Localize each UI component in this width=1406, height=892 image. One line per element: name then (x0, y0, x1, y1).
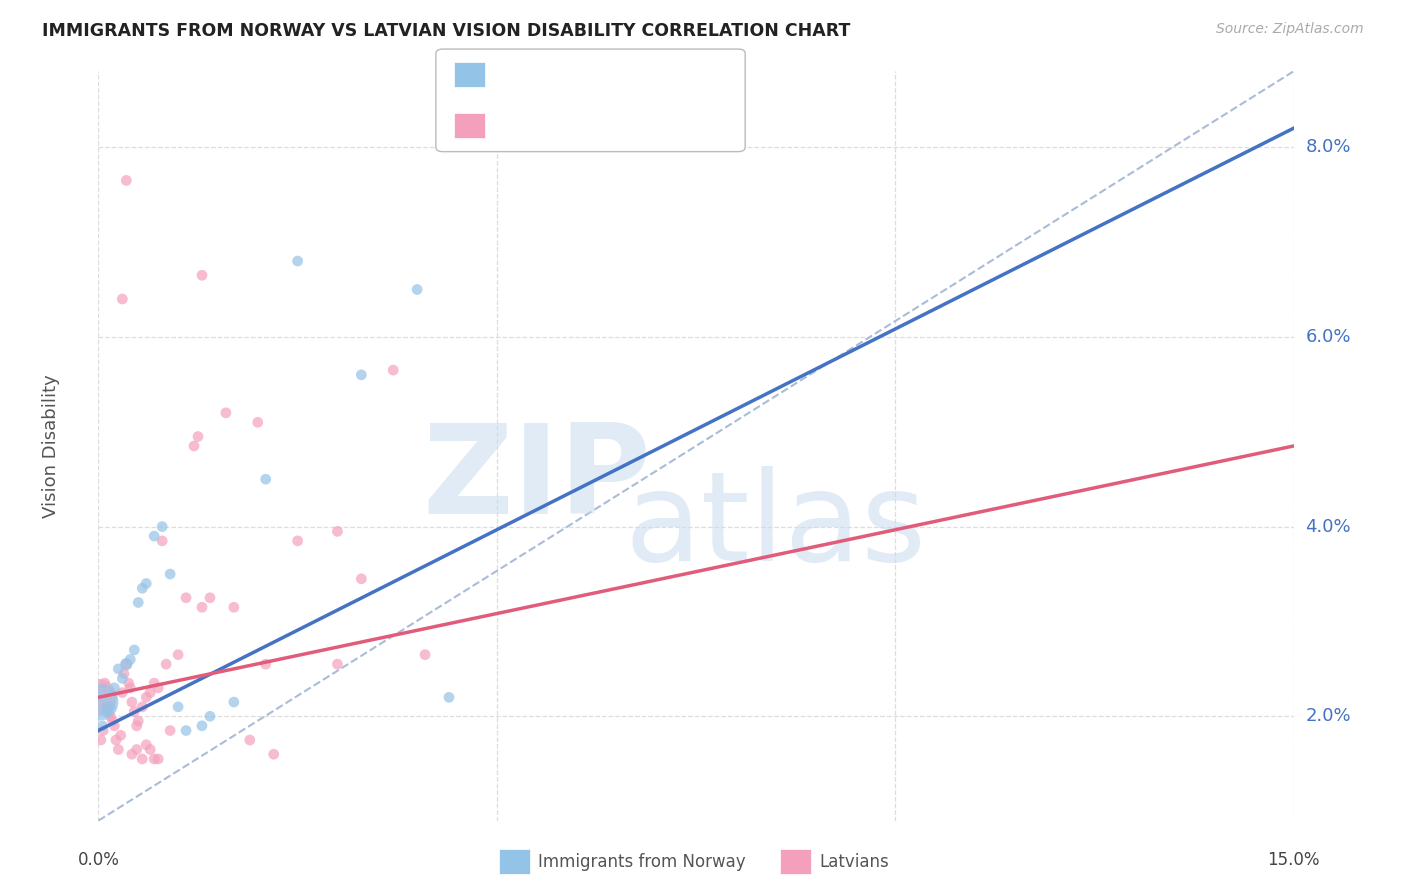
Point (96, 705, 118, 719)
Point (131, 752, 153, 766)
Point (198, 709, 221, 723)
Point (94, 676, 117, 690)
Point (91, 719, 114, 733)
Point (125, 742, 148, 756)
Point (121, 695, 143, 709)
Point (191, 268, 214, 283)
Point (382, 363, 405, 377)
Point (139, 685, 162, 699)
Text: 2.0%: 2.0% (1306, 707, 1351, 725)
Point (124, 643, 146, 657)
Point (89, 695, 111, 709)
Point (413, 648, 436, 662)
Point (254, 472, 277, 486)
Point (87, 690, 110, 705)
Point (167, 699, 190, 714)
Point (222, 600, 245, 615)
Point (437, 690, 460, 705)
Text: 0.0%: 0.0% (77, 851, 120, 869)
Point (254, 657, 277, 672)
Point (263, 747, 285, 762)
Text: Immigrants from Norway: Immigrants from Norway (538, 853, 747, 871)
Point (326, 657, 349, 672)
Point (287, 254, 309, 268)
Point (222, 695, 245, 709)
Point (111, 672, 134, 686)
Point (167, 648, 190, 662)
Point (91, 723, 114, 738)
Point (215, 406, 238, 420)
Point (115, 657, 138, 672)
Point (148, 681, 170, 695)
Point (131, 581, 153, 595)
Point (98, 699, 122, 714)
Point (120, 652, 142, 666)
Point (101, 714, 124, 728)
Point (143, 752, 166, 766)
Point (127, 595, 149, 609)
Point (111, 685, 134, 699)
Point (125, 719, 148, 733)
Point (326, 524, 349, 539)
Point (104, 733, 127, 747)
Point (187, 429, 209, 443)
Point (350, 572, 373, 586)
Point (111, 292, 134, 306)
Point (150, 533, 173, 548)
Point (287, 533, 309, 548)
Point (110, 728, 132, 742)
Point (135, 576, 157, 591)
Point (115, 173, 138, 187)
Point (239, 733, 262, 747)
Text: ZIP: ZIP (422, 418, 651, 540)
Point (107, 742, 129, 756)
Text: R = 0.464   N = 26: R = 0.464 N = 26 (496, 66, 654, 84)
Point (131, 699, 153, 714)
Point (98, 709, 122, 723)
Point (155, 657, 177, 672)
Point (406, 283, 429, 297)
Point (139, 742, 162, 756)
Point (246, 415, 269, 429)
Point (103, 719, 125, 733)
Point (148, 752, 170, 766)
Point (143, 529, 166, 543)
Point (120, 681, 142, 695)
Point (350, 368, 373, 382)
Point (191, 600, 214, 615)
Text: Latvians: Latvians (820, 853, 890, 871)
Point (118, 676, 141, 690)
Point (115, 657, 138, 672)
Text: 15.0%: 15.0% (1267, 851, 1320, 869)
Point (174, 723, 197, 738)
Point (90, 733, 112, 747)
Point (198, 591, 221, 605)
Point (191, 719, 214, 733)
Text: IMMIGRANTS FROM NORWAY VS LATVIAN VISION DISABILITY CORRELATION CHART: IMMIGRANTS FROM NORWAY VS LATVIAN VISION… (42, 22, 851, 40)
Point (103, 681, 125, 695)
Point (143, 676, 166, 690)
Text: atlas: atlas (624, 467, 927, 587)
Point (124, 705, 146, 719)
Point (121, 747, 143, 762)
Text: Source: ZipAtlas.com: Source: ZipAtlas.com (1216, 22, 1364, 37)
Point (96, 699, 118, 714)
Point (135, 690, 157, 705)
Text: 4.0%: 4.0% (1306, 517, 1351, 535)
Point (97, 705, 120, 719)
Point (159, 567, 181, 582)
Text: R = 0.306   N = 57: R = 0.306 N = 57 (496, 117, 654, 135)
Text: 8.0%: 8.0% (1306, 138, 1351, 156)
Text: Vision Disability: Vision Disability (42, 374, 59, 518)
Point (127, 714, 149, 728)
Point (112, 666, 135, 681)
Point (183, 439, 205, 453)
Point (159, 723, 181, 738)
Point (135, 738, 157, 752)
Point (174, 591, 197, 605)
Text: 6.0%: 6.0% (1306, 328, 1351, 346)
Point (150, 519, 173, 533)
Point (107, 662, 129, 676)
